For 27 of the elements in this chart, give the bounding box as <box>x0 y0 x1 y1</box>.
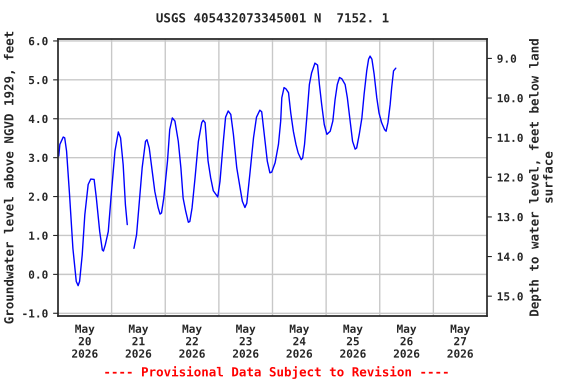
y2-tick-label: 12.0 <box>498 173 523 182</box>
y2-axis-title: Depth to water level, feet below land surface <box>529 39 553 316</box>
y2-tick-label: 10.0 <box>498 94 523 102</box>
y-tick-label: -1.0 <box>23 309 48 318</box>
y-tick-label: 1.0 <box>29 231 48 240</box>
x-tick-label: May 25 2026 <box>340 324 366 358</box>
x-tick-label: May 20 2026 <box>72 324 98 358</box>
y2-tick-label: 14.0 <box>498 252 523 261</box>
y-tick-label: 6.0 <box>28 36 48 46</box>
y-axis-title: Groundwater level above NGVD 1929, feet <box>4 32 16 324</box>
y2-tick-label: 13.0 <box>498 212 523 222</box>
y-tick-label: 2.0 <box>28 192 48 201</box>
x-tick-label: May 27 2026 <box>447 324 473 358</box>
chart-title: USGS 405432073345001 N 7152. 1 <box>156 13 389 23</box>
y-tick-label: 0.0 <box>28 270 48 279</box>
y-tick-label: 3.0 <box>28 154 48 162</box>
y-tick-label: 4.0 <box>28 114 48 124</box>
x-tick-label: May 22 2026 <box>179 324 205 358</box>
x-tick-label: May 21 2026 <box>126 324 152 358</box>
x-tick-label: May 24 2026 <box>286 324 312 358</box>
y-tick-label: 5.0 <box>28 76 48 84</box>
text: ---- Provisional Data Subject to Revision ---- <box>105 366 448 379</box>
x-tick-label: May 23 2026 <box>232 324 258 358</box>
x-tick-label: May 26 2026 <box>394 324 420 358</box>
y2-tick-label: 9.0 <box>497 54 516 63</box>
y2-tick-label: 11.0 <box>498 134 523 142</box>
y2-tick-label: 15.0 <box>498 292 523 301</box>
